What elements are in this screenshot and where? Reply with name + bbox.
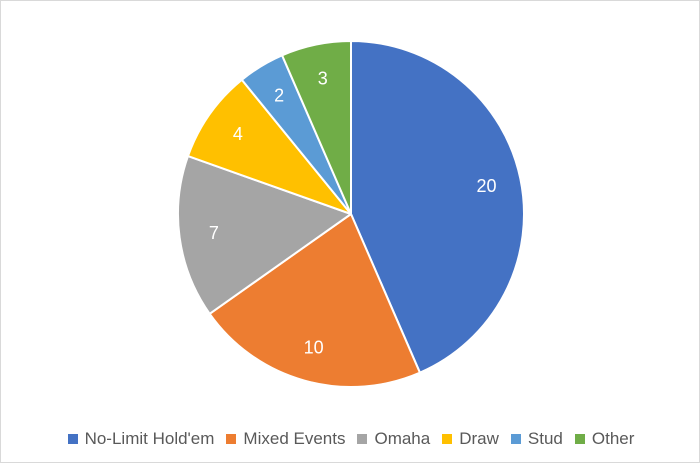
legend-label-0: No-Limit Hold'em xyxy=(84,429,215,448)
pie-slice-5 xyxy=(281,40,352,215)
legend-item-2: Omaha xyxy=(357,429,430,449)
data-label-0: 20 xyxy=(476,176,496,196)
legend-swatch-2 xyxy=(357,434,368,444)
data-label-5: 3 xyxy=(318,69,328,89)
data-label-2: 7 xyxy=(209,223,219,243)
data-label-1: 10 xyxy=(304,337,324,357)
legend-label-2: Omaha xyxy=(374,429,431,448)
pie-slice-0 xyxy=(350,40,525,374)
legend-swatch-3 xyxy=(442,434,453,444)
legend-label-5: Other xyxy=(591,429,635,448)
legend-label-4: Stud xyxy=(527,429,563,448)
data-label-4: 2 xyxy=(274,86,284,106)
legend-item-1: Mixed Events xyxy=(226,429,345,449)
legend-item-5: Other xyxy=(574,429,635,449)
legend-swatch-0 xyxy=(67,434,78,444)
legend-swatch-4 xyxy=(510,434,521,444)
legend-item-3: Draw xyxy=(442,429,499,449)
chart-legend: No-Limit Hold'em Mixed Events Omaha Draw Stu… xyxy=(1,427,700,451)
data-label-3: 4 xyxy=(233,124,243,144)
legend-label-1: Mixed Events xyxy=(243,429,346,448)
legend-item-0: No-Limit Hold'em xyxy=(67,429,215,449)
pie-slice-2 xyxy=(177,155,352,315)
pie-slice-3 xyxy=(186,78,352,215)
legend-swatch-5 xyxy=(574,434,585,444)
legend-label-3: Draw xyxy=(459,429,499,448)
legend-item-4: Stud xyxy=(510,429,563,449)
pie-slice-1 xyxy=(208,213,421,388)
legend-swatch-1 xyxy=(226,434,237,444)
